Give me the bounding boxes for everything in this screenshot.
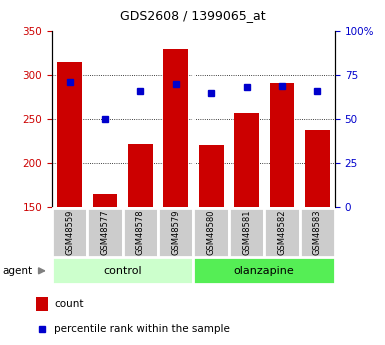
Text: count: count [54,298,84,308]
Text: GSM48582: GSM48582 [277,209,286,255]
Text: GSM48579: GSM48579 [171,209,180,255]
Text: olanzapine: olanzapine [234,266,295,276]
FancyBboxPatch shape [52,257,193,284]
Text: agent: agent [2,266,32,276]
Text: percentile rank within the sample: percentile rank within the sample [54,324,230,334]
Text: GSM48581: GSM48581 [242,209,251,255]
FancyBboxPatch shape [229,207,264,257]
Bar [305,130,330,207]
Text: GSM48580: GSM48580 [207,209,216,255]
FancyBboxPatch shape [123,207,158,257]
Text: GSM48577: GSM48577 [100,209,110,255]
Text: control: control [104,266,142,276]
Bar [128,144,153,207]
Text: GSM48578: GSM48578 [136,209,145,255]
Bar [270,83,294,207]
FancyBboxPatch shape [52,207,87,257]
Bar [36,297,48,310]
Text: GSM48559: GSM48559 [65,209,74,255]
FancyBboxPatch shape [194,207,229,257]
Bar [199,145,224,207]
FancyBboxPatch shape [158,207,193,257]
Text: GDS2608 / 1399065_at: GDS2608 / 1399065_at [120,9,265,22]
Bar [163,49,188,207]
Text: GSM48583: GSM48583 [313,209,322,255]
FancyBboxPatch shape [300,207,335,257]
FancyBboxPatch shape [87,207,123,257]
FancyBboxPatch shape [264,207,300,257]
Bar [234,113,259,207]
Bar [57,62,82,207]
Bar [93,194,117,207]
FancyBboxPatch shape [194,257,335,284]
